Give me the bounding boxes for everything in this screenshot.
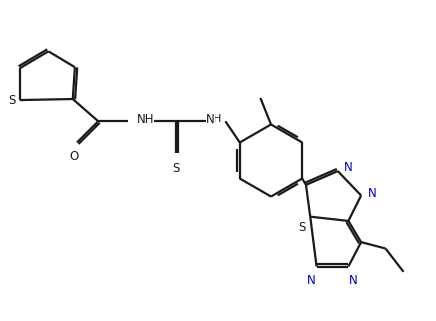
Text: N: N — [349, 274, 358, 287]
Text: S: S — [172, 161, 179, 175]
Text: S: S — [299, 221, 306, 234]
Text: S: S — [9, 94, 16, 107]
Text: NH: NH — [136, 113, 154, 126]
Text: N: N — [368, 187, 376, 200]
Text: H: H — [213, 114, 221, 124]
Text: O: O — [69, 150, 78, 163]
Text: N: N — [344, 161, 353, 174]
Text: N: N — [307, 274, 316, 287]
Text: N: N — [206, 113, 215, 126]
